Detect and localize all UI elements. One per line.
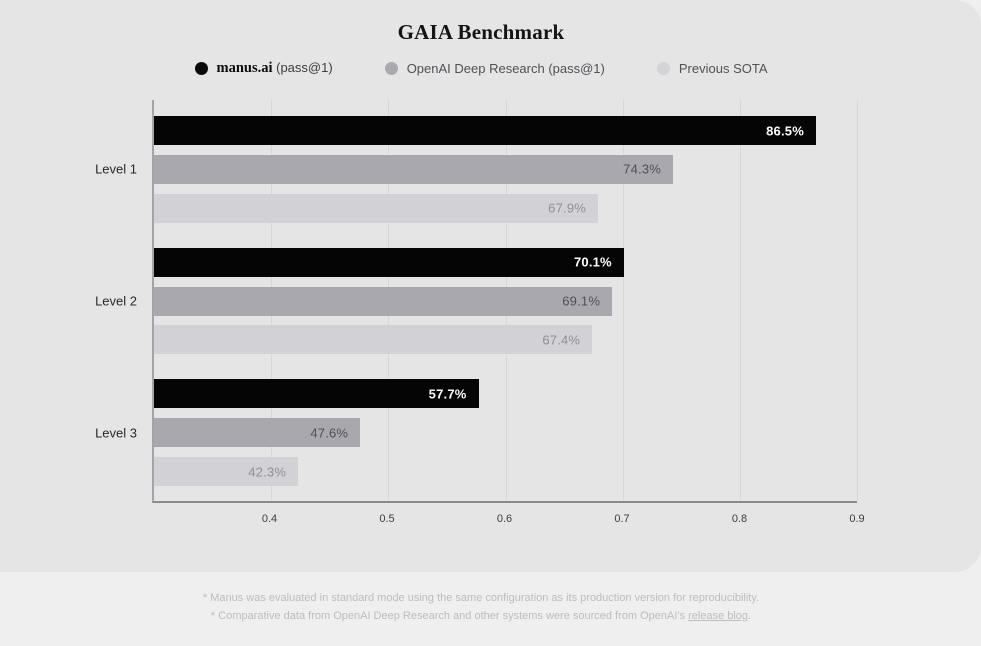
bar-manus-ai-pass-1-: 70.1%: [154, 247, 624, 277]
legend-suffix: (pass@1): [272, 60, 333, 75]
bar-value-label: 74.3%: [623, 161, 662, 177]
bar-openai-deep-research-pass-1-: 74.3%: [154, 154, 674, 184]
bar-previous-sota: 67.4%: [154, 325, 593, 355]
legend-label-openai-deep-research: OpenAI Deep Research (pass@1): [407, 61, 605, 76]
bar-manus-ai-pass-1-: 86.5%: [154, 116, 816, 145]
category-label: Level 1: [95, 161, 137, 177]
bar-value-label: 67.9%: [548, 200, 587, 216]
bar-groups: Level 1 86.5% 74.3% 67.9% Level 2 70.1% 69.1% 6…: [95, 100, 857, 501]
gridline-0.9: [857, 100, 858, 501]
bar-value-label: 47.6%: [310, 425, 349, 441]
legend-label-manus-ai: manus.ai (pass@1): [217, 60, 333, 77]
bar-value-label: 67.4%: [542, 332, 581, 348]
gridline-0.8: [739, 100, 741, 501]
bar-openai-deep-research-pass-1-: 69.1%: [154, 286, 613, 316]
legend-label-previous-sota: Previous SOTA: [679, 61, 768, 76]
footnote-line-1: * Manus was evaluated in standard mode u…: [202, 592, 760, 604]
x-tick-label-0.6: 0.6: [496, 513, 513, 525]
category-label: Level 3: [95, 425, 137, 441]
bar-group-level-3: Level 3 57.7% 47.6% 42.3%: [95, 379, 857, 486]
bar-previous-sota: 42.3%: [154, 457, 299, 486]
legend-name: OpenAI Deep Research (pass@1): [406, 61, 605, 76]
bar-group-level-1: Level 1 86.5% 74.3% 67.9%: [95, 116, 857, 223]
bar-value-label: 42.3%: [248, 464, 287, 479]
gridline-0.7: [622, 100, 624, 501]
plot-area: Level 1 86.5% 74.3% 67.9% Level 2 70.1% 69.1% 6…: [95, 100, 858, 503]
legend-item-openai-deep-research: OpenAI Deep Research (pass@1): [384, 61, 605, 76]
legend-item-previous-sota: Previous SOTA: [656, 61, 768, 76]
footnotes: * Manus was evaluated in standard mode u…: [0, 589, 962, 625]
bar-value-label: 86.5%: [766, 123, 804, 138]
x-tick-label-0.4: 0.4: [261, 513, 278, 525]
x-tick-label-0.5: 0.5: [379, 513, 395, 525]
legend-name: manus.ai: [216, 60, 273, 76]
legend-name: Previous SOTA: [678, 61, 768, 76]
x-tick-label-0.8: 0.8: [731, 513, 748, 525]
legend-item-manus-ai: manus.ai (pass@1): [194, 60, 333, 77]
release-blog-link[interactable]: release blog: [688, 610, 749, 622]
bar-previous-sota: 67.9%: [154, 193, 599, 223]
bar-value-label: 69.1%: [562, 293, 601, 309]
bar-value-label: 70.1%: [573, 254, 612, 270]
x-tick-label-0.9: 0.9: [849, 513, 865, 525]
legend-dot-openai-deep-research: [384, 62, 398, 75]
x-axis: 0.4 0.5 0.6 0.7 0.8 0.9: [152, 513, 865, 529]
legend-dot-manus-ai: [194, 62, 208, 75]
category-label: Level 2: [95, 293, 137, 309]
footnote-line-2-period: .: [748, 610, 752, 622]
chart-title: GAIA Benchmark: [397, 20, 565, 44]
x-tick-label-0.7: 0.7: [614, 513, 630, 525]
legend: manus.ai (pass@1) OpenAI Deep Research (p…: [0, 60, 962, 77]
bar-openai-deep-research-pass-1-: 47.6%: [154, 418, 361, 448]
footnote-line-2-text: * Comparative data from OpenAI Deep Rese…: [210, 610, 689, 622]
footnote-line-2: * Comparative data from OpenAI Deep Rese…: [0, 607, 962, 625]
bar-value-label: 57.7%: [428, 386, 467, 402]
legend-dot-previous-sota: [656, 62, 670, 75]
bar-group-level-2: Level 2 70.1% 69.1% 67.4%: [95, 247, 857, 355]
bar-manus-ai-pass-1-: 57.7%: [154, 379, 479, 409]
